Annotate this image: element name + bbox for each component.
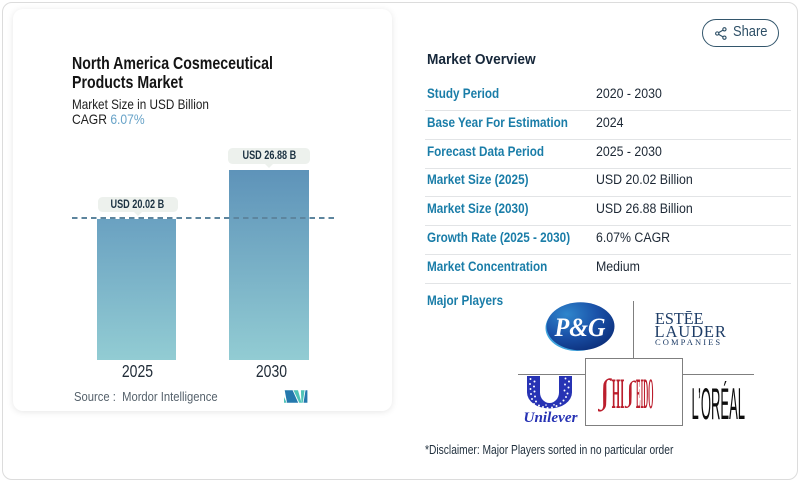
svg-text:EIDO: EIDO <box>636 371 654 414</box>
svg-text:∫: ∫ <box>624 377 637 409</box>
svg-text:P&G: P&G <box>554 313 606 342</box>
svg-text:HI: HI <box>612 371 625 414</box>
svg-text:∫: ∫ <box>598 374 613 413</box>
svg-text:L’ORÉAL: L’ORÉAL <box>692 381 746 423</box>
svg-text:Unilever: Unilever <box>524 410 578 423</box>
